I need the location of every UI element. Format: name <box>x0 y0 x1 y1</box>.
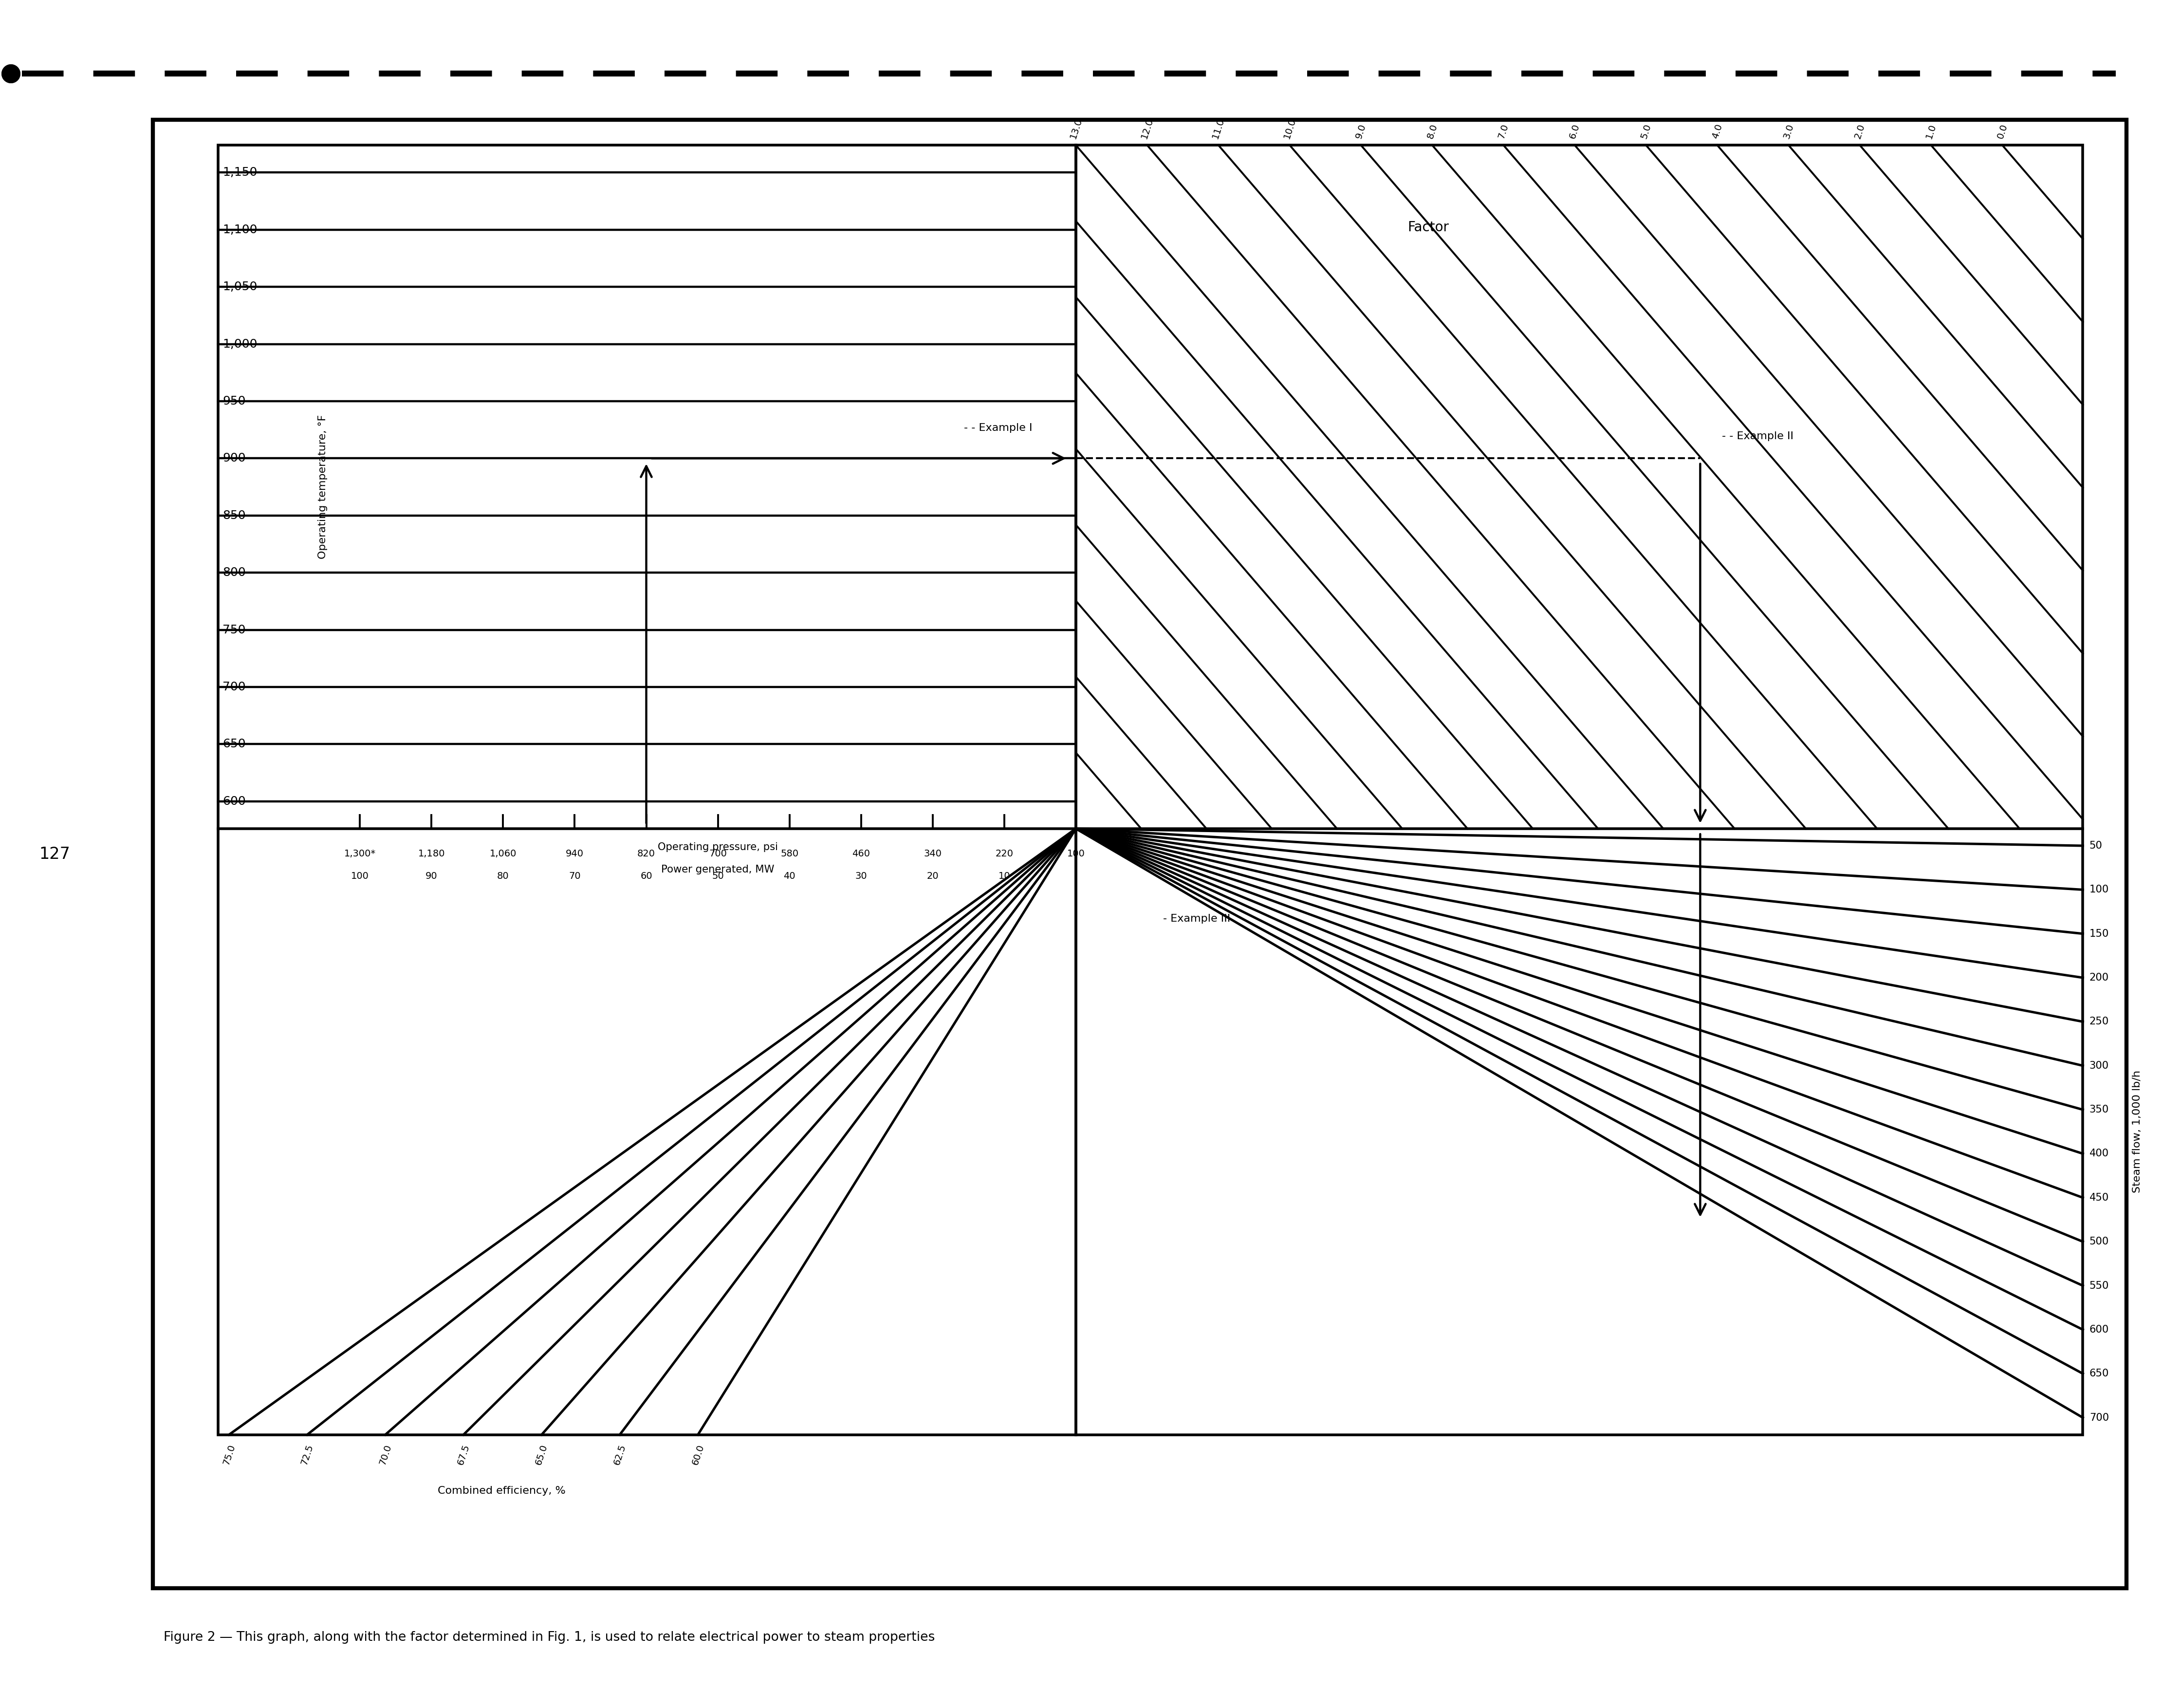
Text: Steam flow, 1,000 lb/h: Steam flow, 1,000 lb/h <box>2133 1071 2142 1192</box>
Text: 1,180: 1,180 <box>419 849 445 859</box>
Text: 100: 100 <box>1067 849 1084 859</box>
Text: 60.0: 60.0 <box>689 1443 707 1465</box>
Text: 650: 650 <box>222 738 246 750</box>
Text: 40: 40 <box>783 871 796 881</box>
Text: 1,000: 1,000 <box>222 338 257 350</box>
Text: 500: 500 <box>2089 1237 2109 1247</box>
Text: 250: 250 <box>2089 1016 2109 1027</box>
Text: 750: 750 <box>222 623 246 635</box>
Text: 0.0: 0.0 <box>1996 123 2009 140</box>
Text: 127: 127 <box>39 845 70 863</box>
Text: 7.0: 7.0 <box>1496 123 1509 140</box>
Text: Power generated, MW: Power generated, MW <box>661 864 774 874</box>
Text: 850: 850 <box>222 509 246 521</box>
Text: 9.0: 9.0 <box>1354 123 1367 140</box>
Text: 30: 30 <box>855 871 868 881</box>
Text: 1,100: 1,100 <box>222 224 257 236</box>
Text: 80: 80 <box>497 871 508 881</box>
Text: 70.0: 70.0 <box>377 1443 393 1465</box>
Text: Figure 2 — This graph, along with the factor determined in Fig. 1, is used to re: Figure 2 — This graph, along with the fa… <box>164 1631 936 1643</box>
Text: 220: 220 <box>995 849 1014 859</box>
Text: 67.5: 67.5 <box>456 1443 471 1465</box>
Text: 100: 100 <box>2089 885 2109 895</box>
Text: - Example III: - Example III <box>1162 914 1230 924</box>
Text: 150: 150 <box>2089 929 2109 939</box>
Text: 950: 950 <box>222 395 246 407</box>
Bar <box>218 145 2083 1435</box>
Text: 11.0: 11.0 <box>1210 118 1226 140</box>
Text: 350: 350 <box>2089 1105 2109 1115</box>
Bar <box>153 120 2126 1588</box>
Text: 13.0: 13.0 <box>1069 118 1084 140</box>
Text: 340: 340 <box>925 849 942 859</box>
Text: 400: 400 <box>2089 1149 2109 1158</box>
Text: 800: 800 <box>222 567 246 579</box>
Text: 75.0: 75.0 <box>220 1443 238 1465</box>
Text: 3.0: 3.0 <box>1782 123 1795 140</box>
Text: 20: 20 <box>927 871 938 881</box>
Text: 300: 300 <box>2089 1061 2109 1071</box>
Text: 460: 460 <box>853 849 870 859</box>
Text: 50: 50 <box>711 871 724 881</box>
Text: 940: 940 <box>565 849 585 859</box>
Text: 6.0: 6.0 <box>1568 123 1581 140</box>
Text: 1,060: 1,060 <box>489 849 517 859</box>
Text: 600: 600 <box>2089 1325 2109 1334</box>
Text: 12.0: 12.0 <box>1138 118 1154 140</box>
Text: 900: 900 <box>222 453 246 465</box>
Text: 65.0: 65.0 <box>534 1443 550 1465</box>
Text: - - Example II: - - Example II <box>1723 432 1793 441</box>
Text: 200: 200 <box>2089 974 2109 982</box>
Text: 700: 700 <box>222 681 246 693</box>
Text: 450: 450 <box>2089 1192 2109 1202</box>
Text: 5.0: 5.0 <box>1640 123 1653 140</box>
Text: 10: 10 <box>999 871 1010 881</box>
Text: 820: 820 <box>637 849 654 859</box>
Text: Operating pressure, psi: Operating pressure, psi <box>659 842 779 852</box>
Text: 62.5: 62.5 <box>613 1443 628 1465</box>
Text: Combined efficiency, %: Combined efficiency, % <box>438 1486 565 1496</box>
Text: 100: 100 <box>351 871 369 881</box>
Text: Factor: Factor <box>1407 220 1448 234</box>
Text: 650: 650 <box>2089 1368 2109 1378</box>
Text: - - Example I: - - Example I <box>964 424 1032 432</box>
Text: 72.5: 72.5 <box>299 1443 314 1465</box>
Text: 1,300*: 1,300* <box>345 849 375 859</box>
Text: 550: 550 <box>2089 1281 2109 1291</box>
Text: 50: 50 <box>2089 840 2102 851</box>
Text: 1,050: 1,050 <box>222 282 257 292</box>
Text: 70: 70 <box>569 871 580 881</box>
Text: 4.0: 4.0 <box>1710 123 1723 140</box>
Text: 1.0: 1.0 <box>1924 123 1937 140</box>
Text: 10.0: 10.0 <box>1282 118 1298 140</box>
Text: 60: 60 <box>641 871 652 881</box>
Text: 700: 700 <box>709 849 726 859</box>
Text: 600: 600 <box>222 796 246 808</box>
Text: 8.0: 8.0 <box>1426 123 1439 140</box>
Text: 2.0: 2.0 <box>1854 123 1867 140</box>
Text: 580: 580 <box>781 849 798 859</box>
Text: Operating temperature, °F: Operating temperature, °F <box>318 415 327 559</box>
Text: 90: 90 <box>425 871 438 881</box>
Text: 1,150: 1,150 <box>222 167 257 178</box>
Text: 700: 700 <box>2089 1413 2109 1423</box>
